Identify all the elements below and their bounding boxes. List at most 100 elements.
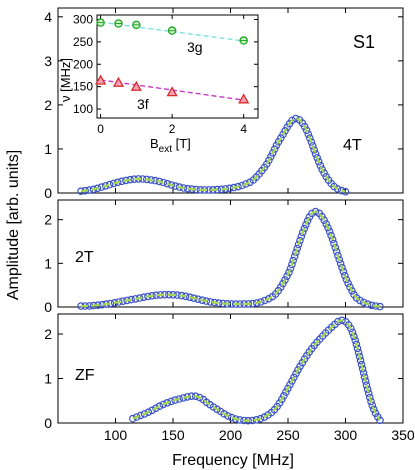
data-point bbox=[348, 287, 356, 295]
data-point bbox=[327, 231, 335, 240]
data-point bbox=[286, 380, 294, 389]
data-point bbox=[129, 414, 137, 423]
x-tick-label: 100 bbox=[104, 427, 128, 443]
data-point bbox=[303, 217, 312, 225]
panel-label: 4T bbox=[343, 137, 362, 154]
data-point bbox=[328, 235, 337, 244]
data-point bbox=[292, 369, 300, 378]
inset-y-tick-label: 150 bbox=[73, 80, 93, 94]
inset-x-tick-label: 2 bbox=[169, 122, 176, 136]
panel-zf: 0 1 2 100 150 200 250 300 350 ZF bbox=[44, 313, 415, 443]
x-tick-label: 250 bbox=[276, 427, 300, 443]
data-point bbox=[279, 130, 287, 139]
data-point bbox=[136, 411, 145, 420]
data-point bbox=[302, 220, 310, 229]
data-point bbox=[283, 272, 291, 281]
x-tick-label: 150 bbox=[161, 427, 185, 443]
y-tick-label: 1 bbox=[44, 371, 52, 387]
data-point bbox=[322, 220, 331, 228]
inset-3f-point bbox=[130, 80, 142, 91]
inset-3f-point bbox=[238, 93, 250, 104]
inset-frame bbox=[96, 14, 259, 119]
inset-y-tick-label: 200 bbox=[73, 57, 93, 71]
data-point bbox=[242, 180, 250, 188]
data-point bbox=[300, 122, 309, 131]
data-point bbox=[346, 283, 354, 291]
data-point bbox=[279, 279, 287, 288]
data-point bbox=[363, 300, 372, 308]
data-point bbox=[300, 224, 309, 233]
data-point bbox=[342, 275, 351, 284]
panel-label: 2T bbox=[75, 249, 94, 266]
data-point bbox=[305, 134, 314, 142]
y-tick-label: 2 bbox=[44, 212, 52, 228]
data-point bbox=[281, 276, 289, 284]
data-point bbox=[307, 209, 316, 218]
plot-frame bbox=[57, 313, 404, 424]
y-tick-label: 4 bbox=[44, 9, 52, 25]
data-point bbox=[376, 416, 384, 425]
data-point bbox=[163, 398, 172, 407]
inset-3f-label: 3f bbox=[137, 96, 149, 112]
y-tick-label: 2 bbox=[44, 326, 52, 342]
data-point bbox=[325, 227, 334, 236]
x-tick-label: 350 bbox=[391, 427, 415, 443]
data-point bbox=[270, 145, 279, 153]
data-point bbox=[159, 400, 168, 409]
data-point bbox=[267, 152, 275, 161]
data-point bbox=[346, 324, 355, 333]
x-axis-label: Frequency [MHz] bbox=[172, 452, 294, 469]
inset-y-tick-label: 250 bbox=[73, 35, 93, 49]
inset-y-tick-label: 100 bbox=[73, 102, 93, 116]
fit-line bbox=[80, 210, 381, 308]
data-point bbox=[334, 317, 342, 326]
data-point bbox=[144, 408, 153, 417]
data-point bbox=[288, 116, 296, 125]
y-tick-label: 1 bbox=[44, 141, 52, 157]
data-point bbox=[268, 149, 277, 157]
data-point bbox=[290, 373, 298, 382]
inset-3f-point bbox=[166, 86, 178, 97]
data-point bbox=[284, 384, 292, 393]
panel-label: ZF bbox=[75, 367, 95, 384]
data-point bbox=[304, 130, 313, 139]
data-point bbox=[262, 160, 271, 168]
data-point bbox=[333, 185, 342, 193]
fit-line bbox=[132, 319, 381, 422]
data-point bbox=[220, 409, 228, 418]
y-tick-label: 0 bbox=[44, 185, 52, 201]
data-point bbox=[340, 271, 349, 280]
data-point bbox=[298, 228, 307, 237]
inset-x-tick-label: 4 bbox=[240, 122, 247, 136]
data-point bbox=[224, 412, 232, 420]
inset-y-label: ν [MHz] bbox=[58, 58, 73, 102]
panel-2t: 0 1 2 2T bbox=[44, 199, 404, 315]
data-point bbox=[311, 207, 320, 216]
data-point bbox=[260, 296, 269, 305]
data-point bbox=[356, 296, 364, 305]
plot-frame bbox=[57, 199, 404, 308]
x-tick-label: 200 bbox=[219, 427, 243, 443]
inset-x-label: Bext [T] bbox=[150, 136, 191, 155]
inset-3f-point bbox=[112, 76, 125, 87]
y-tick-label: 0 bbox=[44, 299, 52, 315]
data-point bbox=[132, 413, 141, 421]
data-point bbox=[320, 216, 329, 225]
data-point bbox=[155, 402, 164, 411]
inset-3g-label: 3g bbox=[187, 39, 203, 55]
y-axis-label: Amplitude [arb. units] bbox=[5, 150, 22, 300]
data-point bbox=[307, 138, 316, 146]
data-point bbox=[314, 157, 323, 166]
data-point bbox=[324, 223, 332, 232]
inset-y-tick-label: 300 bbox=[73, 12, 93, 26]
data-point bbox=[279, 391, 288, 400]
inset-plot: 100 150 200 250 300 0 2 4 ν [MHz] Bext [T] 3g 3f bbox=[58, 12, 259, 155]
data-point bbox=[264, 294, 273, 303]
y-tick-label: 0 bbox=[44, 415, 52, 431]
data-point bbox=[140, 410, 149, 418]
data-point bbox=[282, 388, 290, 396]
data-point bbox=[359, 298, 368, 307]
data-point bbox=[265, 156, 273, 165]
data-point bbox=[369, 405, 378, 414]
